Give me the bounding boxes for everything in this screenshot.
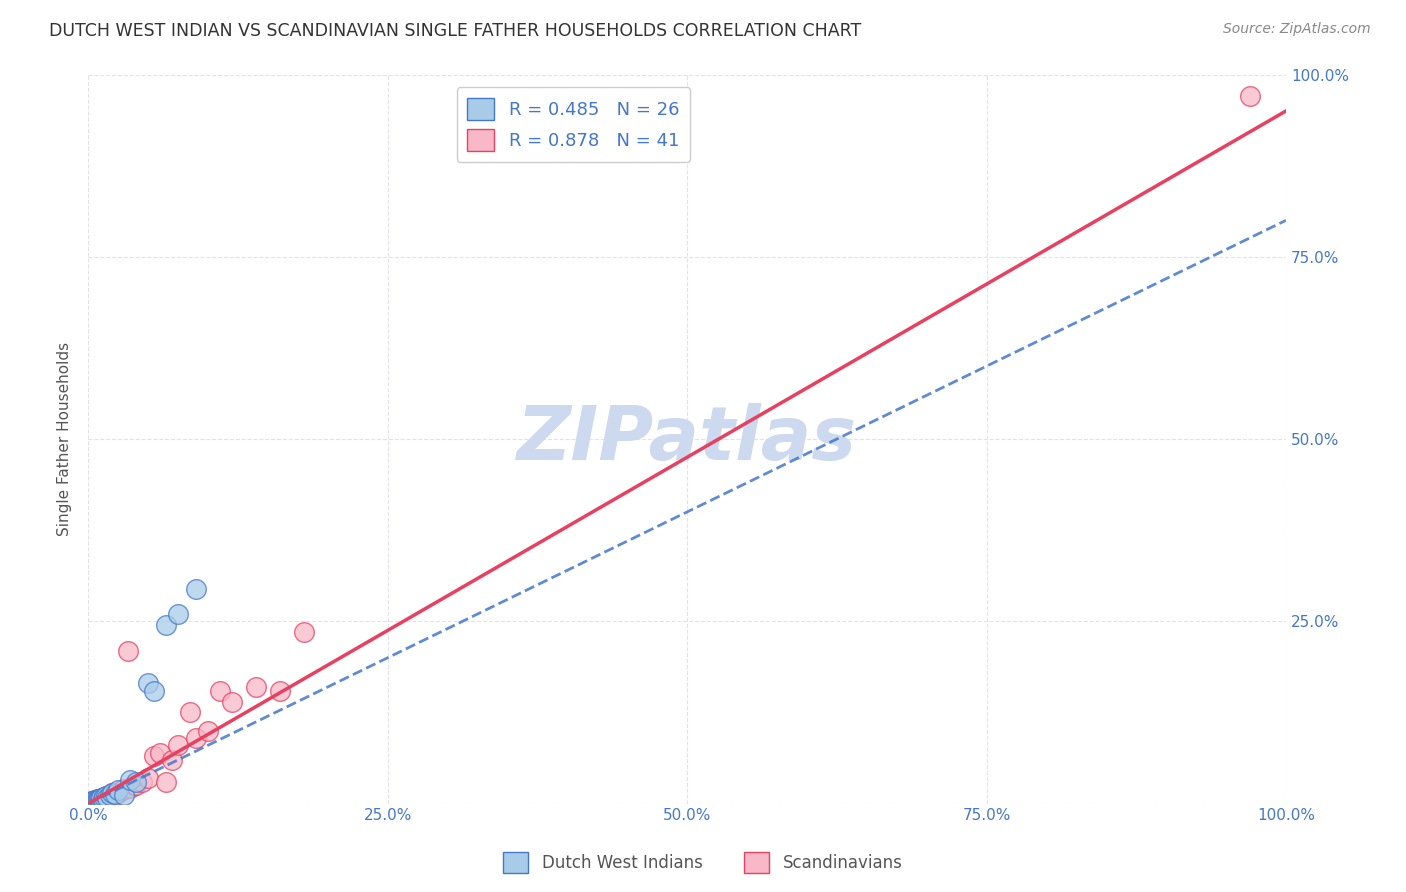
Point (89, 792, 111, 806)
Point (221, 694, 243, 708)
Point (90, 792, 112, 806)
Point (117, 643, 139, 657)
Point (90, 790, 112, 805)
Point (122, 778, 145, 792)
Point (107, 783, 129, 797)
Point (208, 683, 231, 698)
Point (80, 794, 103, 808)
Point (93, 790, 115, 805)
Point (125, 778, 148, 792)
Point (125, 774, 148, 789)
Point (98, 788, 121, 802)
Legend: Dutch West Indians, Scandinavians: Dutch West Indians, Scandinavians (496, 846, 910, 880)
Point (87, 792, 110, 806)
Point (87, 791, 110, 805)
Point (179, 706, 201, 720)
Point (94, 789, 117, 804)
Point (197, 723, 219, 738)
Point (160, 753, 183, 767)
Point (184, 731, 207, 745)
Point (143, 749, 166, 764)
Point (143, 683, 166, 698)
Point (79, 795, 101, 809)
Point (101, 786, 124, 800)
Point (112, 788, 135, 802)
Point (101, 786, 124, 800)
Point (245, 680, 267, 694)
Point (80, 794, 103, 808)
Point (184, 582, 207, 596)
Point (79, 795, 101, 809)
Point (91, 791, 114, 805)
Point (94, 790, 117, 805)
Point (86, 793, 108, 807)
Text: Source: ZipAtlas.com: Source: ZipAtlas.com (1223, 22, 1371, 37)
Point (167, 739, 190, 753)
Point (112, 782, 135, 797)
Text: ZIPatlas: ZIPatlas (517, 402, 858, 475)
Point (84, 793, 107, 807)
Point (93, 791, 115, 805)
Point (83, 794, 105, 808)
Point (103, 788, 125, 802)
Point (131, 774, 153, 789)
Point (86, 794, 108, 808)
Point (155, 774, 177, 789)
Point (89, 791, 111, 805)
Point (1239, 89, 1261, 103)
Text: DUTCH WEST INDIAN VS SCANDINAVIAN SINGLE FATHER HOUSEHOLDS CORRELATION CHART: DUTCH WEST INDIAN VS SCANDINAVIAN SINGLE… (49, 22, 862, 40)
Point (91, 790, 114, 805)
Point (149, 746, 172, 760)
Point (120, 773, 142, 788)
Y-axis label: Single Father Households: Single Father Households (58, 342, 72, 536)
Point (82, 794, 104, 808)
Point (269, 683, 291, 698)
Point (83, 794, 105, 808)
Legend: R = 0.485   N = 26, R = 0.878   N = 41: R = 0.485 N = 26, R = 0.878 N = 41 (457, 87, 690, 162)
Point (167, 607, 190, 621)
Point (103, 787, 125, 801)
Point (96, 790, 118, 805)
Point (96, 790, 118, 805)
Point (98, 788, 121, 802)
Point (155, 618, 177, 632)
Point (94, 789, 117, 804)
Point (136, 771, 159, 785)
Point (82, 794, 104, 808)
Point (120, 780, 142, 795)
Point (87, 793, 110, 807)
Point (84, 793, 107, 807)
Point (111, 783, 134, 797)
Point (107, 786, 129, 800)
Point (292, 625, 315, 640)
Point (87, 792, 110, 806)
Point (136, 676, 159, 690)
